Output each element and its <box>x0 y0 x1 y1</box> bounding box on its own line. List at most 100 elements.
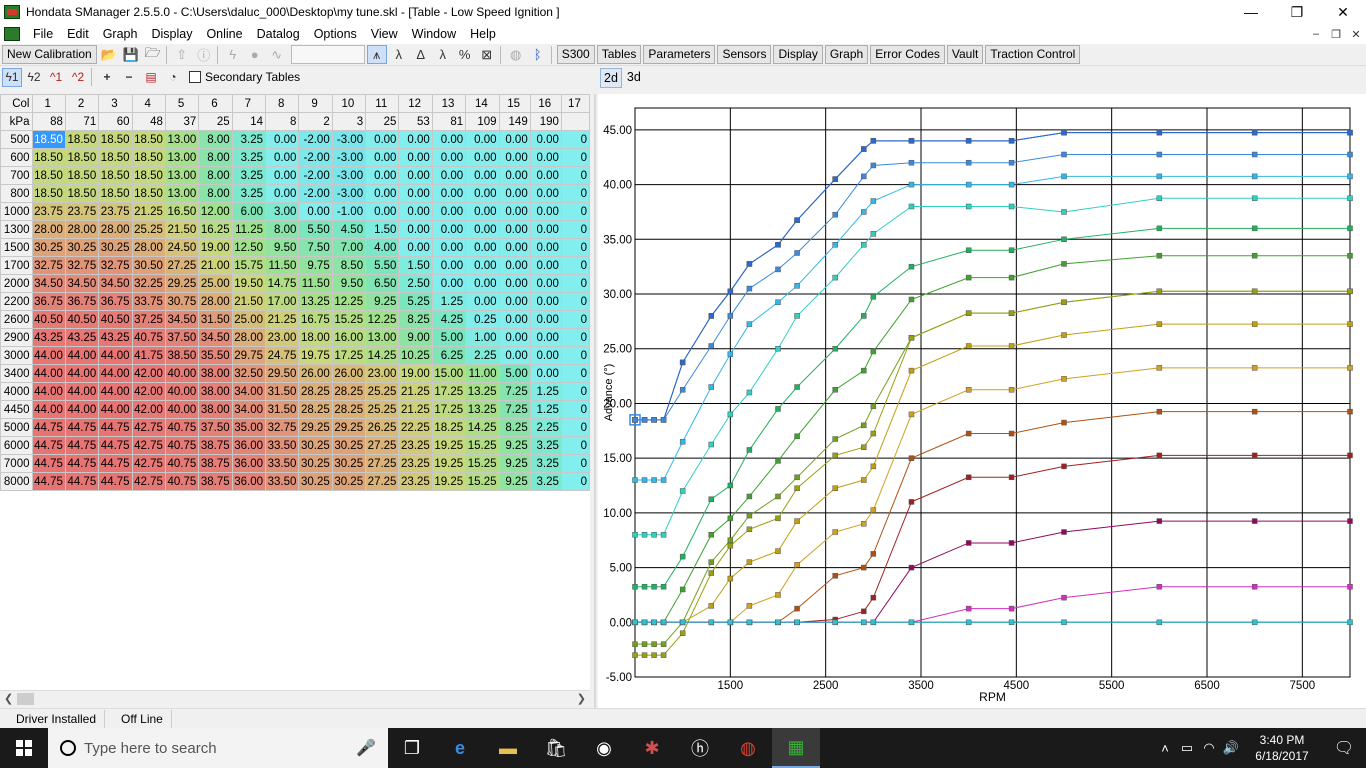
table-cell[interactable]: 42.00 <box>131 364 166 383</box>
table-cell[interactable]: 18.50 <box>131 148 166 167</box>
table-cell[interactable]: 0 <box>560 130 590 149</box>
table-cell[interactable]: 7.00 <box>331 238 367 257</box>
table-cell[interactable]: 41.75 <box>131 346 166 365</box>
table-cell[interactable]: 0.00 <box>529 292 562 311</box>
kpa-header[interactable]: 37 <box>164 112 200 131</box>
table-cell[interactable]: 8.00 <box>198 130 233 149</box>
table-cell[interactable]: 44.00 <box>31 382 66 401</box>
table-cell[interactable]: 17.00 <box>265 292 300 311</box>
rpm-row-header[interactable]: 4000 <box>0 382 33 401</box>
table-cell[interactable]: 0.00 <box>431 256 467 275</box>
gauge-icon[interactable]: ◔ <box>169 70 177 84</box>
table-cell[interactable]: 9.25 <box>498 436 531 455</box>
table-cell[interactable]: 0.00 <box>365 148 400 167</box>
table-cell[interactable]: 28.00 <box>64 220 100 239</box>
splitter[interactable] <box>594 94 596 708</box>
table-cell[interactable]: 34.00 <box>231 382 267 401</box>
table-cell[interactable]: 28.25 <box>331 382 367 401</box>
table-cell[interactable]: 4.25 <box>431 310 467 329</box>
table-cell[interactable]: 9.50 <box>331 274 367 293</box>
battery-icon[interactable]: ▭ <box>1180 740 1194 755</box>
table-cell[interactable]: 8.00 <box>198 184 233 203</box>
table-cell[interactable]: 0.00 <box>498 202 531 221</box>
table-cell[interactable]: 40.75 <box>164 418 200 437</box>
table-cell[interactable]: 44.00 <box>64 346 100 365</box>
table-cell[interactable]: 0.00 <box>529 346 562 365</box>
table-cell[interactable]: 44.75 <box>64 418 100 437</box>
col-header[interactable]: 4 <box>131 94 166 113</box>
lightning-icon[interactable]: ϟ <box>229 47 237 62</box>
tab-traction-control[interactable]: Traction Control <box>985 45 1081 64</box>
menu-graph[interactable]: Graph <box>102 27 138 41</box>
table-cell[interactable]: 0.00 <box>365 202 400 221</box>
table-cell[interactable]: 36.75 <box>98 292 133 311</box>
table-cell[interactable]: 36.75 <box>31 292 66 311</box>
table-cell[interactable]: 18.50 <box>64 166 100 185</box>
table-cell[interactable]: 30.25 <box>331 436 367 455</box>
table-cell[interactable]: 6.00 <box>231 202 267 221</box>
table-cell[interactable]: 0.00 <box>398 166 433 185</box>
minimize-button[interactable]: — <box>1244 4 1258 20</box>
menu-edit[interactable]: Edit <box>67 27 89 41</box>
table-cell[interactable]: 32.75 <box>265 418 300 437</box>
table-cell[interactable]: 34.50 <box>64 274 100 293</box>
kpa-header[interactable]: 71 <box>64 112 100 131</box>
taskbar-search[interactable]: Type here to search 🎤 <box>48 728 388 768</box>
save-as-icon[interactable]: 🗁 <box>144 44 161 60</box>
table-cell[interactable]: 40.50 <box>64 310 100 329</box>
rpm-row-header[interactable]: 2600 <box>0 310 33 329</box>
table-cell[interactable]: 40.00 <box>164 400 200 419</box>
paint-app-icon[interactable]: ✱ <box>644 737 660 758</box>
table-cell[interactable]: 18.50 <box>131 130 166 149</box>
table-cell[interactable]: 32.75 <box>31 256 66 275</box>
rpm-row-header[interactable]: 1300 <box>0 220 33 239</box>
table-cell[interactable]: 11.00 <box>465 364 500 383</box>
volume-icon[interactable]: 🔊 <box>1222 740 1240 755</box>
chevron-up-icon[interactable]: ˄ <box>1161 740 1169 756</box>
table-cell[interactable]: 7.25 <box>498 400 531 419</box>
table-cell[interactable]: 5.00 <box>498 364 531 383</box>
table-cell[interactable]: 23.00 <box>365 364 400 383</box>
table-cell[interactable]: 0 <box>560 346 590 365</box>
table-cell[interactable]: 44.75 <box>98 472 133 491</box>
table-cell[interactable]: 0.00 <box>431 220 467 239</box>
table-cell[interactable]: 33.50 <box>265 472 300 491</box>
table-cell[interactable]: 0.00 <box>365 130 400 149</box>
table-cell[interactable]: 36.00 <box>231 472 267 491</box>
table-cell[interactable]: 10.25 <box>398 346 433 365</box>
table-cell[interactable]: 8.50 <box>331 256 367 275</box>
kpa-header[interactable]: 8 <box>265 112 300 131</box>
table-cell[interactable]: 40.50 <box>31 310 66 329</box>
table-cell[interactable]: 3.25 <box>529 436 562 455</box>
table-cell[interactable]: 0.00 <box>431 130 467 149</box>
table-cell[interactable]: 42.00 <box>131 400 166 419</box>
table-cell[interactable]: 21.50 <box>164 220 200 239</box>
table-cell[interactable]: 35.50 <box>198 346 233 365</box>
table-cell[interactable]: 23.00 <box>265 328 300 347</box>
kpa-header[interactable]: 3 <box>331 112 367 131</box>
table-cell[interactable]: 11.25 <box>231 220 267 239</box>
table-cell[interactable]: 17.25 <box>431 400 467 419</box>
table-cell[interactable]: 23.25 <box>398 454 433 473</box>
task-view-icon[interactable]: ❐ <box>403 737 421 758</box>
table-cell[interactable]: 0.00 <box>465 202 500 221</box>
delta-icon[interactable]: Δ <box>416 47 426 62</box>
table-cell[interactable]: 44.00 <box>98 382 133 401</box>
table-cell[interactable]: 9.75 <box>298 256 333 275</box>
restore-button[interactable]: ❐ <box>1290 3 1304 20</box>
table-cell[interactable]: 44.00 <box>98 346 133 365</box>
tab-3d[interactable]: 3d <box>626 70 641 84</box>
link-icon[interactable]: ∿ <box>271 46 283 62</box>
table-cell[interactable]: 9.25 <box>498 472 531 491</box>
table-cell[interactable]: 17.25 <box>331 346 367 365</box>
table-cell[interactable]: 44.75 <box>98 418 133 437</box>
table-cell[interactable]: 0.00 <box>529 184 562 203</box>
table-cell[interactable]: 0.00 <box>265 184 300 203</box>
table-cell[interactable]: 0 <box>560 292 590 311</box>
table-cell[interactable]: 0 <box>560 184 590 203</box>
menu-online[interactable]: Online <box>206 27 243 41</box>
disconnect-icon[interactable]: ◍ <box>510 46 522 62</box>
kpa-header[interactable]: 48 <box>131 112 166 131</box>
col-header[interactable]: 8 <box>265 94 300 113</box>
wifi-icon[interactable]: ◠ <box>1203 740 1215 755</box>
